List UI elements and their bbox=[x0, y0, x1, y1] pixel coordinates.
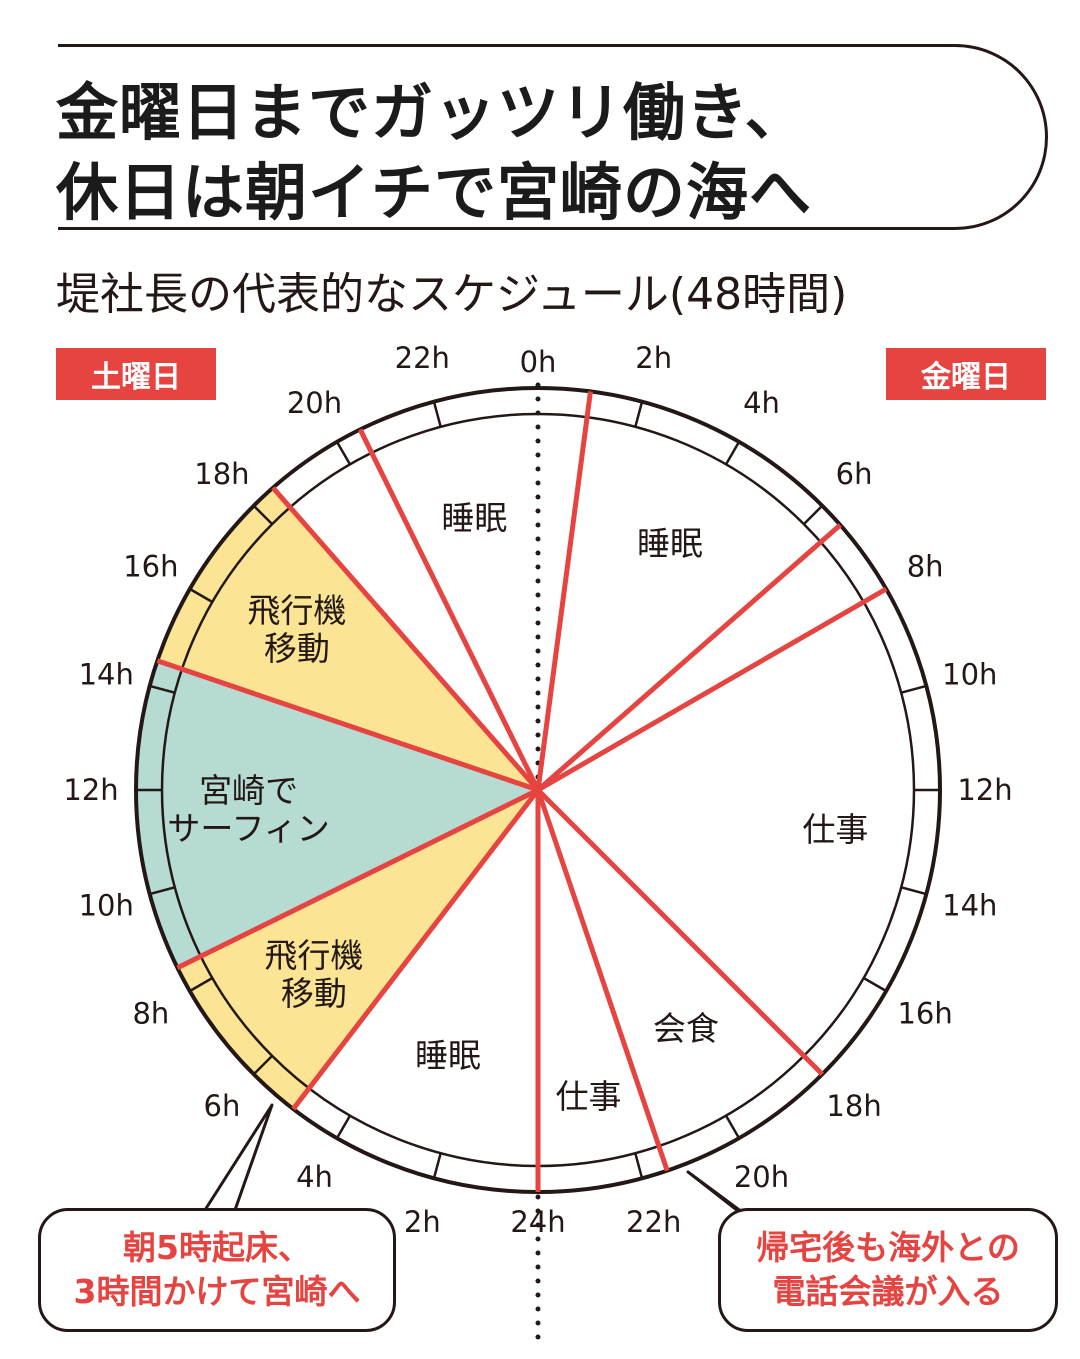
saturday-segment-label-1-line-1: 移動 bbox=[281, 974, 347, 1013]
saturday-segment-label-0: 睡眠 bbox=[415, 1036, 481, 1075]
saturday-hour-label-20: 20h bbox=[287, 386, 342, 420]
saturday-badge: 土曜日 bbox=[56, 348, 216, 400]
segment-divider-lines bbox=[156, 382, 888, 1343]
friday-hour-label-2: 2h bbox=[635, 341, 672, 375]
friday-tick-20 bbox=[724, 1115, 741, 1139]
friday-hour-label-4: 4h bbox=[743, 386, 780, 420]
saturday-tick-16 bbox=[189, 587, 213, 604]
sector-fills bbox=[135, 487, 539, 1109]
hour-labels: 0h 2h 4h 6h 8h 10h 12h 14h 16h 18h 20h 22h 24h 2h 4h 6h… bbox=[63, 341, 1012, 1239]
friday-hour-label-10: 10h bbox=[942, 657, 997, 691]
saturday-hour-label-8: 8h bbox=[132, 997, 169, 1031]
friday-badge: 金曜日 bbox=[886, 348, 1046, 400]
friday-hour-label-22: 22h bbox=[626, 1205, 681, 1239]
saturday-segment-label-3-line-0: 飛行機 bbox=[247, 591, 346, 630]
friday-tick-16 bbox=[863, 976, 887, 993]
saturday-segment-label-5: 睡眠 bbox=[441, 498, 507, 537]
saturday-tick-18 bbox=[252, 504, 274, 526]
friday-segment-label-2-line-0: 仕事 bbox=[802, 810, 868, 849]
friday-hour-label-12: 12h bbox=[957, 773, 1012, 807]
saturday-tick-2 bbox=[432, 1152, 442, 1179]
saturday-boundary-18.5 bbox=[271, 486, 540, 792]
saturday-segment-label-5-line-0: 睡眠 bbox=[441, 498, 507, 537]
callout-wake-up-line-1: 朝5時起床、 bbox=[123, 1228, 311, 1267]
callout-conference-call: 帰宅後も海外との 電話会議が入る bbox=[718, 1208, 1058, 1332]
saturday-tick-20 bbox=[335, 441, 352, 465]
saturday-segment-label-2-line-1: サーフィン bbox=[167, 809, 329, 848]
saturday-tick-22 bbox=[432, 401, 442, 428]
friday-segment-label-3-line-0: 会食 bbox=[653, 1009, 719, 1048]
friday-segment-label-0-line-0: 睡眠 bbox=[637, 524, 703, 563]
friday-hour-label-0: 0h bbox=[520, 345, 557, 379]
saturday-tick-4 bbox=[335, 1115, 352, 1139]
saturday-tick-8 bbox=[189, 976, 213, 993]
saturday-hour-label-16: 16h bbox=[123, 550, 178, 584]
callout-wake-up-line-2: 3時間かけて宮崎へ bbox=[73, 1272, 361, 1311]
friday-boundary-1 bbox=[535, 391, 593, 791]
saturday-segment-label-0-line-0: 睡眠 bbox=[415, 1036, 481, 1075]
callout-conference-call-line-2: 電話会議が入る bbox=[772, 1272, 1004, 1311]
saturday-hour-label-22: 22h bbox=[395, 341, 450, 375]
friday-tick-14 bbox=[900, 886, 927, 896]
friday-hour-label-14: 14h bbox=[942, 889, 997, 923]
sector-fill-3 bbox=[157, 487, 538, 790]
subtitle: 堤社長の代表的なスケジュール(48時間) bbox=[56, 269, 848, 320]
saturday-tick-10 bbox=[149, 886, 176, 896]
friday-segment-label-4: 仕事 bbox=[555, 1077, 621, 1116]
friday-hour-label-20: 20h bbox=[734, 1160, 789, 1194]
saturday-segment-label-2: 宮崎でサーフィン bbox=[167, 771, 329, 848]
saturday-boundary-5 bbox=[291, 788, 540, 1111]
friday-tick-4 bbox=[724, 441, 741, 465]
friday-hour-label-8: 8h bbox=[907, 550, 944, 584]
title-line-2: 休日は朝イチで宮崎の海へ bbox=[56, 156, 813, 229]
saturday-hour-label-18: 18h bbox=[194, 457, 249, 491]
title-frame bbox=[58, 44, 1048, 230]
saturday-hour-label-10: 10h bbox=[79, 889, 134, 923]
saturday-hour-label-12: 12h bbox=[63, 773, 118, 807]
saturday-segment-label-3-line-1: 移動 bbox=[264, 629, 330, 668]
saturday-hour-label-6: 6h bbox=[204, 1089, 241, 1123]
friday-hour-label-18: 18h bbox=[826, 1089, 881, 1123]
saturday-tick-6 bbox=[252, 1054, 274, 1076]
saturday-segment-label-3: 飛行機移動 bbox=[247, 591, 346, 668]
saturday-hour-label-14: 14h bbox=[79, 657, 134, 691]
saturday-hour-label-4: 4h bbox=[296, 1160, 333, 1194]
friday-boundary-8 bbox=[536, 586, 888, 793]
friday-hour-label-24: 24h bbox=[510, 1205, 565, 1239]
saturday-segment-label-1: 飛行機移動 bbox=[264, 936, 363, 1013]
friday-tick-10 bbox=[900, 684, 927, 694]
friday-segment-label-4-line-0: 仕事 bbox=[555, 1077, 621, 1116]
callout-conference-call-line-1: 帰宅後も海外との bbox=[756, 1228, 1020, 1267]
friday-boundary-21.5 bbox=[535, 789, 670, 1172]
sector-fill-1 bbox=[177, 790, 538, 1109]
saturday-tick-14 bbox=[149, 684, 176, 694]
friday-segment-label-0: 睡眠 bbox=[637, 524, 703, 563]
friday-tick-2 bbox=[634, 401, 644, 428]
friday-tick-22 bbox=[634, 1152, 644, 1179]
saturday-boundary-20.5 bbox=[357, 428, 541, 792]
friday-segment-label-2: 仕事 bbox=[802, 810, 868, 849]
saturday-segment-label-1-line-0: 飛行機 bbox=[264, 936, 363, 975]
saturday-segment-label-2-line-0: 宮崎で bbox=[199, 771, 298, 810]
saturday-boundary-14.5 bbox=[156, 658, 539, 793]
friday-boundary-18 bbox=[536, 788, 825, 1077]
friday-hour-label-16: 16h bbox=[897, 997, 952, 1031]
saturday-boundary-8.5 bbox=[176, 787, 540, 971]
callout-wake-up-pointer bbox=[203, 1103, 274, 1211]
title-line-1: 金曜日までガッツリ働き、 bbox=[56, 76, 808, 149]
friday-tick-6 bbox=[802, 504, 824, 526]
sector-fill-2 bbox=[135, 660, 539, 968]
friday-segment-label-3: 会食 bbox=[653, 1009, 719, 1048]
friday-boundary-6.5 bbox=[536, 523, 842, 792]
callout-wake-up: 朝5時起床、 3時間かけて宮崎へ bbox=[38, 1208, 396, 1332]
friday-hour-label-6: 6h bbox=[836, 457, 873, 491]
saturday-hour-label-2: 2h bbox=[404, 1205, 441, 1239]
